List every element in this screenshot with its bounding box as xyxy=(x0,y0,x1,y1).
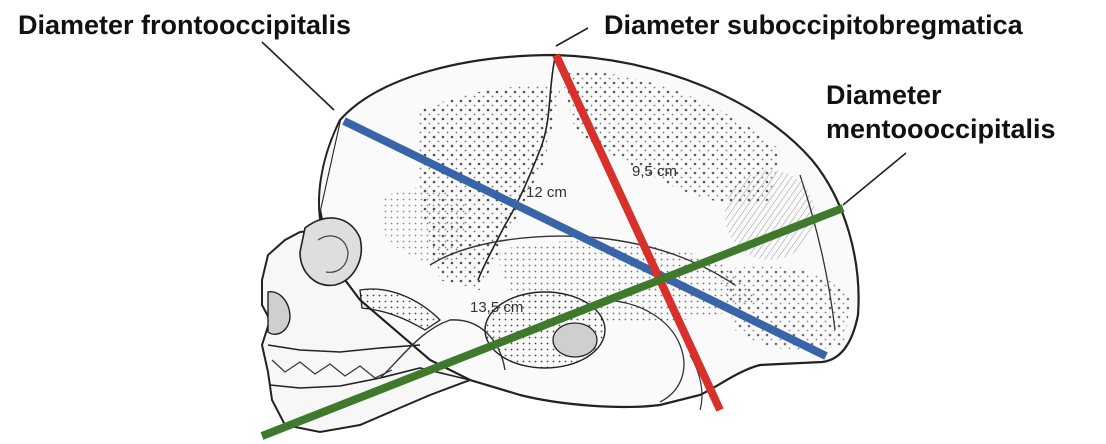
leader-fronto xyxy=(261,41,335,111)
mento-label-line1: Diameter xyxy=(826,80,942,110)
leader-lines xyxy=(261,27,907,206)
subocc-label: Diameter suboccipitobregmatica xyxy=(604,10,1023,40)
fronto-diameter-line xyxy=(342,117,828,360)
fronto-measurement: 12 cm xyxy=(526,184,567,201)
subocc-measurement: 9,5 cm xyxy=(632,163,677,180)
fronto-label: Diameter frontooccipitalis xyxy=(18,10,352,40)
mento-label-line2: mentoooccipitalis xyxy=(826,114,1056,144)
mento-diameter-line xyxy=(260,204,845,440)
mento-measurement: 13,5 cm xyxy=(470,299,523,316)
subocc-diameter-line xyxy=(552,53,724,412)
leader-mento xyxy=(842,152,907,206)
facial-skeleton xyxy=(260,119,506,434)
leader-subocc xyxy=(555,27,589,47)
cranium xyxy=(318,53,860,409)
